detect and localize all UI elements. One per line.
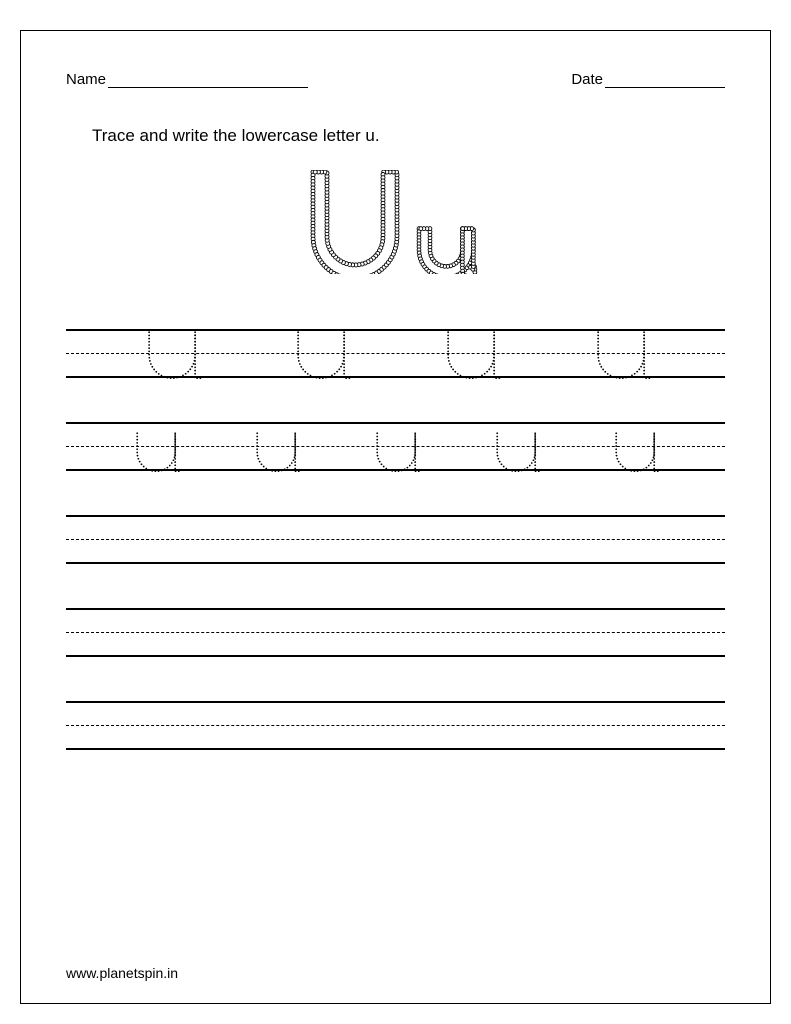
- bottom-line: [66, 562, 725, 564]
- top-line: [66, 701, 725, 703]
- trace-letter-u[interactable]: [366, 408, 425, 473]
- trace-letter-u[interactable]: [136, 302, 207, 380]
- mid-line: [66, 353, 725, 354]
- letter-display: [66, 170, 725, 279]
- uppercase-u-display: [303, 170, 406, 274]
- worksheet-title: Trace and write the lowercase letter u.: [92, 126, 725, 146]
- writing-row: [66, 701, 725, 750]
- mid-line: [66, 725, 725, 726]
- page: Name Date Trace and write the lowercase …: [0, 0, 791, 1024]
- name-underline[interactable]: [108, 73, 308, 88]
- top-line: [66, 329, 725, 331]
- date-field: Date: [571, 71, 725, 88]
- writing-row: [66, 515, 725, 564]
- writing-rows: [66, 329, 725, 750]
- date-underline[interactable]: [605, 73, 725, 88]
- bottom-line: [66, 469, 725, 471]
- top-line: [66, 422, 725, 424]
- name-label: Name: [66, 71, 106, 88]
- bottom-line: [66, 376, 725, 378]
- name-field: Name: [66, 71, 308, 88]
- header-row: Name Date: [66, 71, 725, 88]
- writing-row: [66, 422, 725, 471]
- bottom-line: [66, 748, 725, 750]
- lowercase-u-display: [412, 200, 488, 274]
- trace-letter-u[interactable]: [285, 302, 356, 380]
- trace-letter-u[interactable]: [246, 408, 305, 473]
- date-label: Date: [571, 71, 603, 88]
- bottom-line: [66, 655, 725, 657]
- mid-line: [66, 539, 725, 540]
- writing-row: [66, 608, 725, 657]
- trace-letter-u[interactable]: [585, 302, 656, 380]
- worksheet-frame: Name Date Trace and write the lowercase …: [20, 30, 771, 1004]
- writing-row: [66, 329, 725, 378]
- trace-letter-u[interactable]: [435, 302, 506, 380]
- mid-line: [66, 632, 725, 633]
- top-line: [66, 515, 725, 517]
- footer-url: www.planetspin.in: [66, 965, 178, 981]
- trace-letter-u[interactable]: [126, 408, 185, 473]
- trace-letter-u[interactable]: [605, 408, 664, 473]
- trace-letter-u[interactable]: [486, 408, 545, 473]
- trace-layer: [66, 422, 725, 471]
- mid-line: [66, 446, 725, 447]
- trace-layer: [66, 329, 725, 378]
- top-line: [66, 608, 725, 610]
